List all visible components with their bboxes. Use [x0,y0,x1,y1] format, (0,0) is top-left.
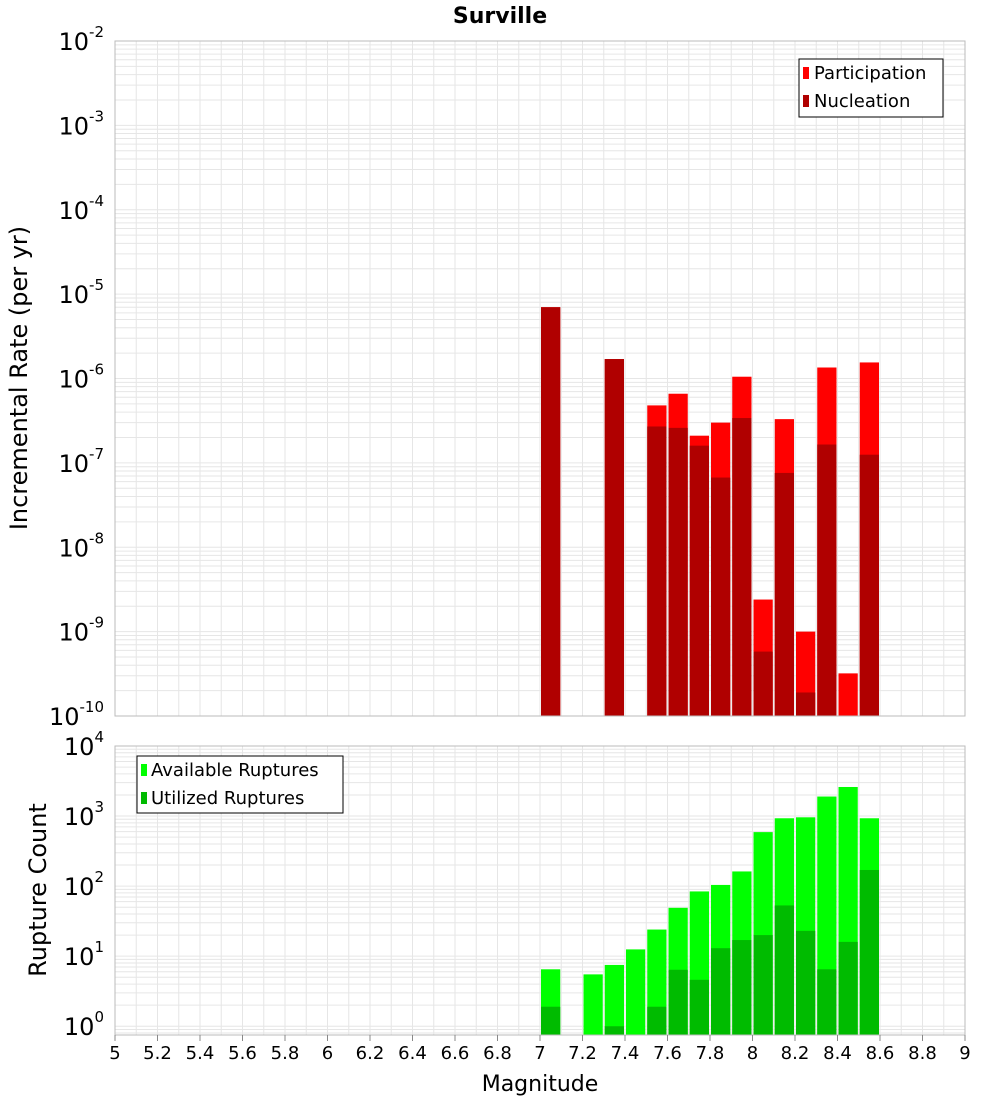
top-y-tick-label: 10-9 [58,614,104,647]
top-y-tick-label: 10-10 [49,698,104,731]
bottom-y-axis-label: Rupture Count [24,803,52,977]
bottom-y-tick-label: 102 [64,868,104,901]
bar-utilized-ruptures [541,1006,561,1035]
chart-title: Surville [453,4,547,29]
bar-nucleation [647,426,667,716]
bar-utilized-ruptures [668,969,688,1035]
bar-nucleation [732,418,752,716]
x-axis-label: Magnitude [482,1072,599,1097]
legend-swatch-nucleation [803,95,809,107]
x-tick-label: 5 [109,1043,120,1064]
legend-swatch-available [141,764,147,776]
legend-label-participation: Participation [814,63,926,84]
top-y-tick-label: 10-4 [58,192,104,225]
x-tick-label: 6.8 [483,1043,512,1064]
bar-utilized-ruptures [774,905,794,1035]
top-plot-frame [114,40,966,717]
bar-utilized-ruptures [647,1006,667,1035]
bottom-legend-box [136,755,344,814]
bar-utilized-ruptures [604,1026,624,1035]
bar-nucleation [817,444,837,716]
legend-swatch-utilized [141,792,147,804]
x-tick-label: 8.6 [866,1043,895,1064]
bottom-y-tick-label: 100 [64,1008,104,1041]
x-tick-label: 5.6 [228,1043,257,1064]
x-tick-label: 7.2 [568,1043,597,1064]
bar-utilized-ruptures [796,930,816,1035]
top-y-tick-label: 10-2 [58,23,104,56]
x-tick-label: 7 [534,1043,545,1064]
bar-nucleation [774,472,794,716]
top-y-tick-label: 10-7 [58,445,104,478]
legend-label-utilized: Utilized Ruptures [151,788,304,809]
x-tick-label: 8.4 [823,1043,852,1064]
bar-utilized-ruptures [753,935,773,1035]
bar-utilized-ruptures [838,941,858,1035]
bottom-legend: Available Ruptures Utilized Ruptures [136,755,344,814]
bar-nucleation [541,307,561,716]
x-tick-label: 5.4 [186,1043,215,1064]
top-legend-box [798,58,944,118]
top-y-tick-label: 10-3 [58,107,104,140]
bar-nucleation [689,445,709,716]
bottom-y-tick-label: 101 [64,938,104,971]
top-y-tick-label: 10-5 [58,276,104,309]
bar-utilized-ruptures [689,979,709,1035]
bar-utilized-ruptures [859,869,879,1035]
bar-available-ruptures [626,949,646,1035]
x-tick-label: 9 [959,1043,970,1064]
top-y-axis-label: Incremental Rate (per yr) [5,226,33,530]
x-tick-label: 5.8 [271,1043,300,1064]
x-tick-label: 8.8 [908,1043,937,1064]
bar-nucleation [668,427,688,716]
x-tick-label: 6.6 [441,1043,470,1064]
bar-utilized-ruptures [817,969,837,1035]
bar-nucleation [859,454,879,716]
x-tick-label: 7.6 [653,1043,682,1064]
x-tick-label: 8 [747,1043,758,1064]
bar-nucleation [604,359,624,716]
top-y-tick-label: 10-8 [58,529,104,562]
top-y-tick-label: 10-6 [58,361,104,394]
bar-available-ruptures [604,964,624,1035]
x-tick-label: 6.2 [356,1043,385,1064]
bar-nucleation [753,651,773,716]
x-tick-label: 5.2 [143,1043,172,1064]
x-tick-label: 8.2 [781,1043,810,1064]
bar-participation [838,673,858,716]
bar-utilized-ruptures [732,940,752,1035]
legend-label-nucleation: Nucleation [814,91,910,112]
x-tick-label: 7.8 [696,1043,725,1064]
bottom-y-tick-label: 104 [64,728,104,761]
bar-nucleation [796,692,816,716]
x-tick-label: 7.4 [611,1043,640,1064]
bottom-y-tick-label: 103 [64,798,104,831]
bar-nucleation [711,477,731,716]
bar-available-ruptures [583,974,603,1035]
legend-swatch-participation [803,67,809,79]
x-tick-label: 6 [322,1043,333,1064]
bar-utilized-ruptures [711,948,731,1035]
x-tick-label: 6.4 [398,1043,427,1064]
top-legend: Participation Nucleation [798,58,944,118]
legend-label-available: Available Ruptures [151,760,319,781]
